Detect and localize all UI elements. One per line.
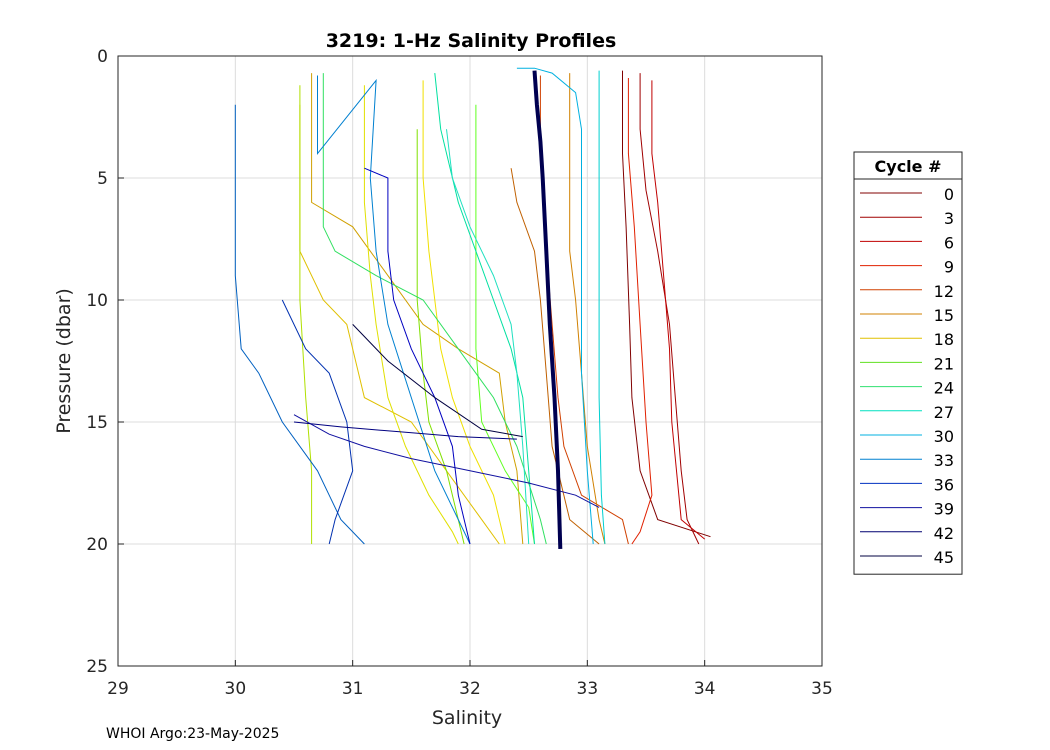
x-tick-label: 35 — [811, 679, 833, 699]
y-tick-label: 25 — [86, 657, 108, 677]
profile-line-11 — [299, 85, 313, 544]
x-tick-label: 31 — [342, 679, 364, 699]
axes-frame — [117, 55, 823, 667]
x-tick-label: 29 — [107, 679, 129, 699]
profile-line-13 — [475, 104, 535, 545]
profile-line-24 — [293, 421, 517, 440]
legend-entry: 45 — [934, 548, 954, 567]
legend-entry: 27 — [934, 403, 954, 422]
legend-entry: 33 — [934, 451, 954, 470]
legend-entry: 30 — [934, 427, 954, 446]
profile-line-9 — [422, 80, 506, 545]
profile-line-0 — [622, 70, 711, 538]
y-tick-label: 5 — [97, 169, 108, 189]
x-tick-label: 30 — [225, 679, 247, 699]
profile-line-21 — [281, 299, 354, 545]
legend-entry: 18 — [934, 330, 954, 349]
legend-entry: 6 — [944, 233, 954, 252]
profile-line-26 — [532, 70, 563, 549]
x-tick-label: 34 — [694, 679, 716, 699]
y-tick-label: 15 — [86, 413, 108, 433]
profile-line-23 — [293, 414, 600, 508]
profile-line-16 — [446, 129, 530, 545]
legend-entry: 21 — [934, 354, 954, 373]
y-tick-label: 0 — [97, 47, 108, 67]
legend-entry: 12 — [934, 282, 954, 301]
legend-entry: 42 — [934, 524, 954, 543]
y-tick-label: 20 — [86, 535, 108, 555]
profile-line-20 — [234, 104, 365, 545]
profile-line-7 — [311, 73, 524, 545]
y-axis-label: Pressure (dbar) — [53, 288, 75, 434]
profile-line-6 — [569, 73, 606, 545]
x-axis-label: Salinity — [432, 707, 502, 729]
legend-entry: 24 — [934, 379, 954, 398]
profile-line-1 — [639, 73, 700, 545]
profile-line-17 — [598, 70, 606, 545]
profile-line-5 — [510, 168, 600, 545]
profile-line-25 — [352, 324, 523, 438]
legend-entry: 39 — [934, 500, 954, 519]
footer-credit: WHOI Argo:23-May-2025 — [106, 726, 280, 742]
x-tick-label: 33 — [577, 679, 599, 699]
profile-line-8 — [299, 104, 500, 545]
chart-title: 3219: 1-Hz Salinity Profiles — [326, 30, 617, 52]
legend-entry: 9 — [944, 258, 954, 277]
legend-entry: 3 — [944, 209, 954, 228]
profile-line-15 — [434, 73, 535, 545]
x-tick-label: 32 — [459, 679, 481, 699]
profile-line-2 — [651, 80, 706, 540]
profile-line-10 — [363, 85, 459, 545]
legend-entry: 36 — [934, 475, 954, 494]
y-tick-label: 10 — [86, 291, 108, 311]
profile-line-19 — [317, 75, 471, 545]
profile-line-22 — [364, 167, 471, 545]
legend-box — [853, 151, 963, 575]
legend-entry: 15 — [934, 306, 954, 325]
legend-title: Cycle # — [875, 157, 942, 176]
profile-line-3 — [627, 78, 653, 545]
legend-entry: 0 — [944, 185, 954, 204]
profile-line-18 — [516, 67, 594, 545]
